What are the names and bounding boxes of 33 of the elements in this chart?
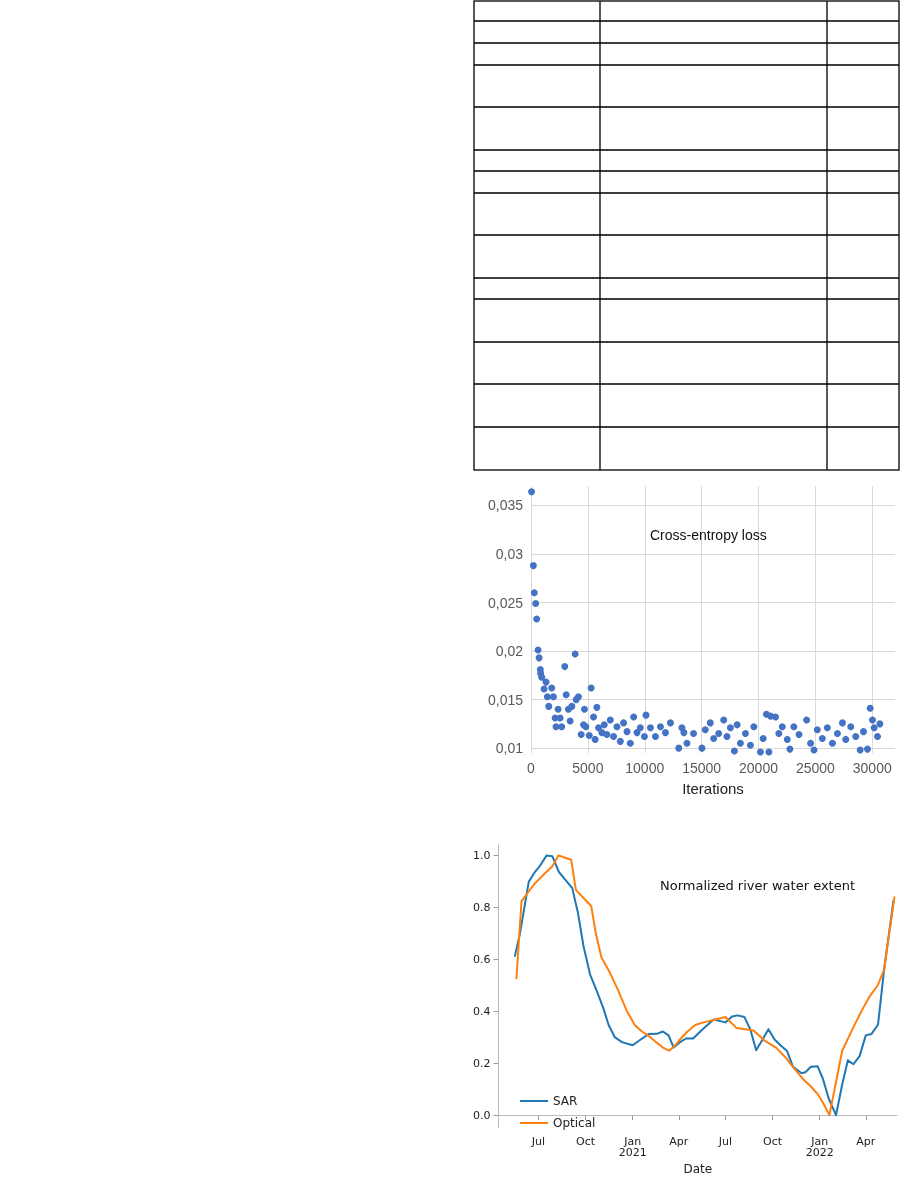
x-tick-label: 15000	[682, 760, 722, 776]
x-tick-label: 25000	[795, 760, 836, 776]
x-tick-label: Jan 2022	[805, 1135, 834, 1160]
x-tick-label: Oct	[763, 1135, 783, 1149]
x-tick-label: Jul	[717, 1135, 733, 1149]
y-tick-label: 0,035	[487, 497, 524, 514]
y-tick-label: 0,025	[487, 594, 524, 611]
y-tick-label: 0,015	[487, 691, 524, 708]
y-tick-label: 0.6	[472, 952, 491, 966]
x-axis-title: Date	[683, 1162, 713, 1176]
x-axis-title: Iterations	[682, 780, 744, 797]
x-tick-label: 5000	[572, 760, 604, 776]
y-tick-label: 0,02	[495, 643, 524, 660]
legend-label: SAR	[553, 1094, 578, 1108]
x-tick-label: Oct	[576, 1135, 596, 1149]
y-tick-label: 0.2	[472, 1056, 491, 1070]
legend-label: Optical	[553, 1116, 596, 1130]
x-tick-label: 30000	[852, 760, 892, 776]
y-tick-label: 0,01	[495, 740, 524, 757]
x-tick-label: 10000	[625, 760, 665, 776]
x-tick-label: 20000	[739, 760, 779, 776]
y-tick-label: 0.4	[472, 1004, 491, 1018]
y-tick-label: 0.8	[472, 900, 491, 914]
y-tick-label: 0,03	[495, 545, 524, 562]
text: Normalized river water extent	[660, 878, 856, 893]
x-tick-label: Apr	[856, 1135, 876, 1149]
x-tick-label: Apr	[669, 1135, 689, 1149]
x-tick-label: Jan 2021	[618, 1135, 647, 1160]
x-tick-label: 0	[527, 760, 536, 776]
y-tick-label: 0.0	[472, 1108, 491, 1122]
x-tick-label: Jul	[530, 1135, 546, 1149]
y-tick-label: 1.0	[472, 848, 491, 862]
text: Cross-entropy loss	[650, 527, 767, 543]
